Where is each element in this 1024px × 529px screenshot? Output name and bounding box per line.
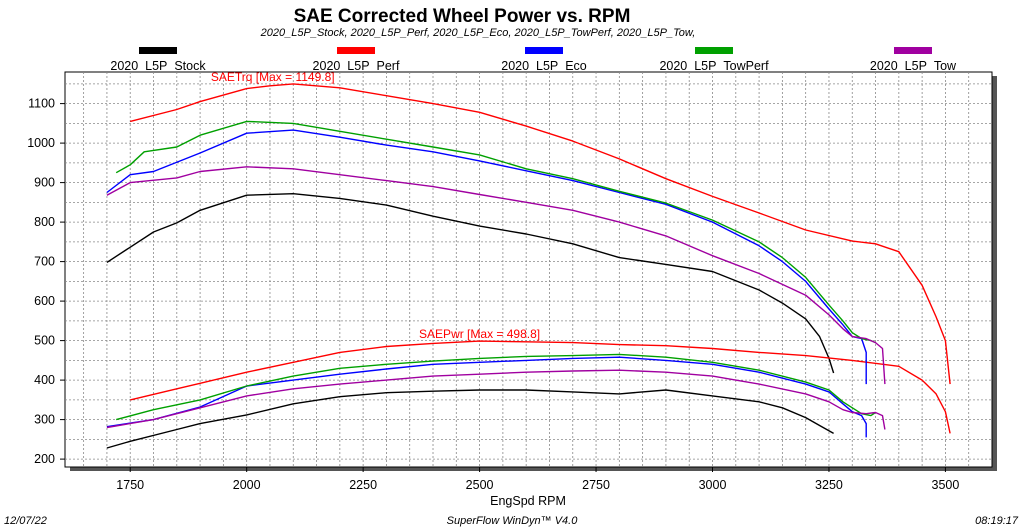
plot-area — [64, 71, 993, 468]
series-line-torque-2020-l5p-stock — [106, 192, 835, 374]
series-line-torque-2020-l5p-towperf — [115, 120, 876, 344]
annotations: SAETrq [Max = 1149.8] SAEPwr [Max = 498.8… — [211, 70, 540, 341]
footer-date: 12/07/22 — [4, 515, 47, 527]
y-tick-label: 1000 — [27, 136, 55, 150]
series-line-torque-2020-l5p-eco — [106, 129, 867, 385]
x-tick-label: 3500 — [932, 478, 960, 492]
x-axis-ticks: 1750 2000 2250 2500 2750 3000 3250 3500 — [116, 467, 959, 492]
x-tick-label: 2500 — [466, 478, 494, 492]
y-tick-label: 300 — [34, 413, 55, 427]
legend-label: 2020_L5P_Stock — [110, 59, 206, 73]
legend-swatch — [525, 47, 563, 54]
annotation-label: SAEPwr [Max = 498.8] — [419, 327, 540, 341]
legend-label: 2020_L5P_Eco — [501, 59, 587, 73]
x-tick-label: 3000 — [699, 478, 727, 492]
series-line-torque-2020-l5p-perf — [130, 83, 951, 385]
legend-swatch — [894, 47, 932, 54]
footer-time: 08:19:17 — [975, 515, 1019, 527]
legend-label: 2020_L5P_Perf — [313, 59, 400, 73]
legend: 2020_L5P_Stock 2020_L5P_Perf 2020_L5P_Eco 2… — [110, 47, 957, 73]
series-lines — [106, 83, 951, 449]
y-axis-ticks: 200 300 400 500 600 700 800 900 1000 1100 — [27, 97, 65, 466]
y-tick-label: 600 — [34, 294, 55, 308]
y-tick-label: 200 — [34, 452, 55, 466]
series-line-power-2020-l5p-perf — [130, 340, 951, 434]
x-axis-label: EngSpd RPM — [490, 494, 566, 508]
legend-swatch — [695, 47, 733, 54]
chart-subtitle: 2020_L5P_Stock, 2020_L5P_Perf, 2020_L5P_… — [260, 27, 696, 39]
series-line-torque-2020-l5p-tow — [106, 166, 886, 385]
x-tick-label: 1750 — [116, 478, 144, 492]
series-line-power-2020-l5p-towperf — [116, 353, 876, 421]
grid — [65, 72, 992, 467]
y-tick-label: 500 — [34, 334, 55, 348]
legend-swatch — [139, 47, 177, 54]
series-line-power-2020-l5p-eco — [106, 356, 867, 438]
chart-title: SAE Corrected Wheel Power vs. RPM — [294, 6, 631, 27]
series-line-power-2020-l5p-stock — [106, 389, 834, 449]
legend-swatch — [337, 47, 375, 54]
legend-label: 2020_L5P_TowPerf — [659, 59, 769, 73]
y-tick-label: 900 — [34, 176, 55, 190]
footer-software: SuperFlow WinDyn™ V4.0 — [447, 515, 579, 527]
x-tick-label: 2250 — [349, 478, 377, 492]
y-tick-label: 800 — [34, 215, 55, 229]
y-tick-label: 400 — [34, 373, 55, 387]
series-line-power-2020-l5p-tow — [106, 369, 886, 430]
x-tick-label: 2000 — [233, 478, 261, 492]
legend-label: 2020_L5P_Tow — [870, 59, 957, 73]
y-tick-label: 700 — [34, 255, 55, 269]
y-tick-label: 1100 — [28, 97, 55, 111]
x-tick-label: 3250 — [815, 478, 843, 492]
annotation-label: SAETrq [Max = 1149.8] — [211, 70, 335, 84]
x-tick-label: 2750 — [582, 478, 610, 492]
